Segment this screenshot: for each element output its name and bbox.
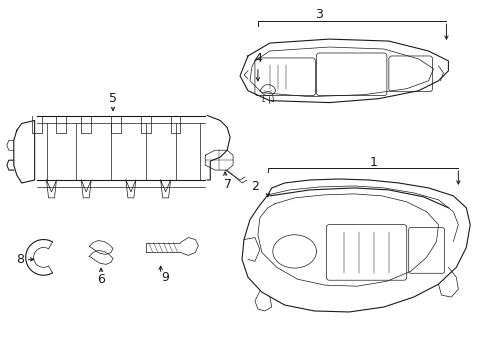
Text: 1: 1 (369, 156, 377, 168)
Text: 4: 4 (253, 53, 261, 66)
Text: 9: 9 (162, 271, 169, 284)
Text: 6: 6 (97, 273, 105, 286)
Text: 5: 5 (109, 92, 117, 105)
Text: 7: 7 (224, 179, 232, 192)
Text: 3: 3 (315, 8, 323, 21)
Text: 8: 8 (16, 253, 24, 266)
Text: 2: 2 (250, 180, 258, 193)
